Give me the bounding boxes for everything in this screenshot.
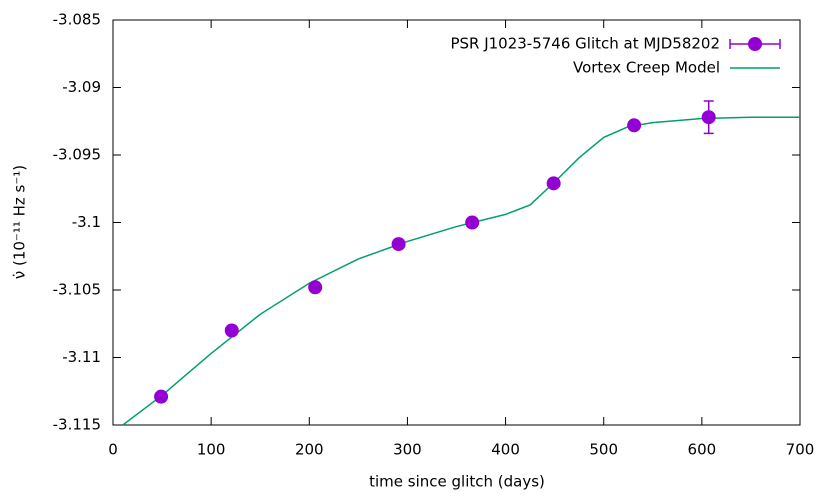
data-point [546, 176, 561, 191]
data-point [224, 323, 239, 338]
x-tick-label: 200 [295, 441, 324, 459]
data-point [465, 215, 480, 230]
y-tick-label: -3.1 [72, 213, 101, 231]
x-axis-label: time since glitch (days) [369, 473, 545, 491]
data-point [154, 389, 169, 404]
y-tick-label: -3.11 [62, 348, 101, 366]
data-point [308, 280, 323, 295]
y-axis-label: ν̇ (10⁻¹¹ Hz s⁻¹) [11, 165, 29, 279]
y-tick-label: -3.085 [53, 11, 101, 29]
x-tick-label: 700 [786, 441, 815, 459]
x-tick-label: 400 [491, 441, 520, 459]
legend-label: Vortex Creep Model [573, 59, 720, 77]
data-point [701, 110, 716, 125]
x-tick-label: 300 [393, 441, 422, 459]
x-tick-label: 100 [197, 441, 226, 459]
x-tick-label: 600 [688, 441, 717, 459]
data-point [627, 118, 642, 133]
legend-swatch [748, 37, 762, 51]
x-tick-label: 0 [108, 441, 118, 459]
y-tick-label: -3.115 [53, 416, 101, 434]
data-point [391, 237, 406, 252]
y-tick-label: -3.095 [53, 146, 101, 164]
y-tick-label: -3.09 [62, 78, 101, 96]
model-line [122, 116, 800, 426]
legend-label: PSR J1023-5746 Glitch at MJD58202 [450, 35, 720, 53]
x-tick-label: 500 [589, 441, 618, 459]
y-tick-label: -3.105 [53, 281, 101, 299]
plot-frame [112, 19, 801, 426]
